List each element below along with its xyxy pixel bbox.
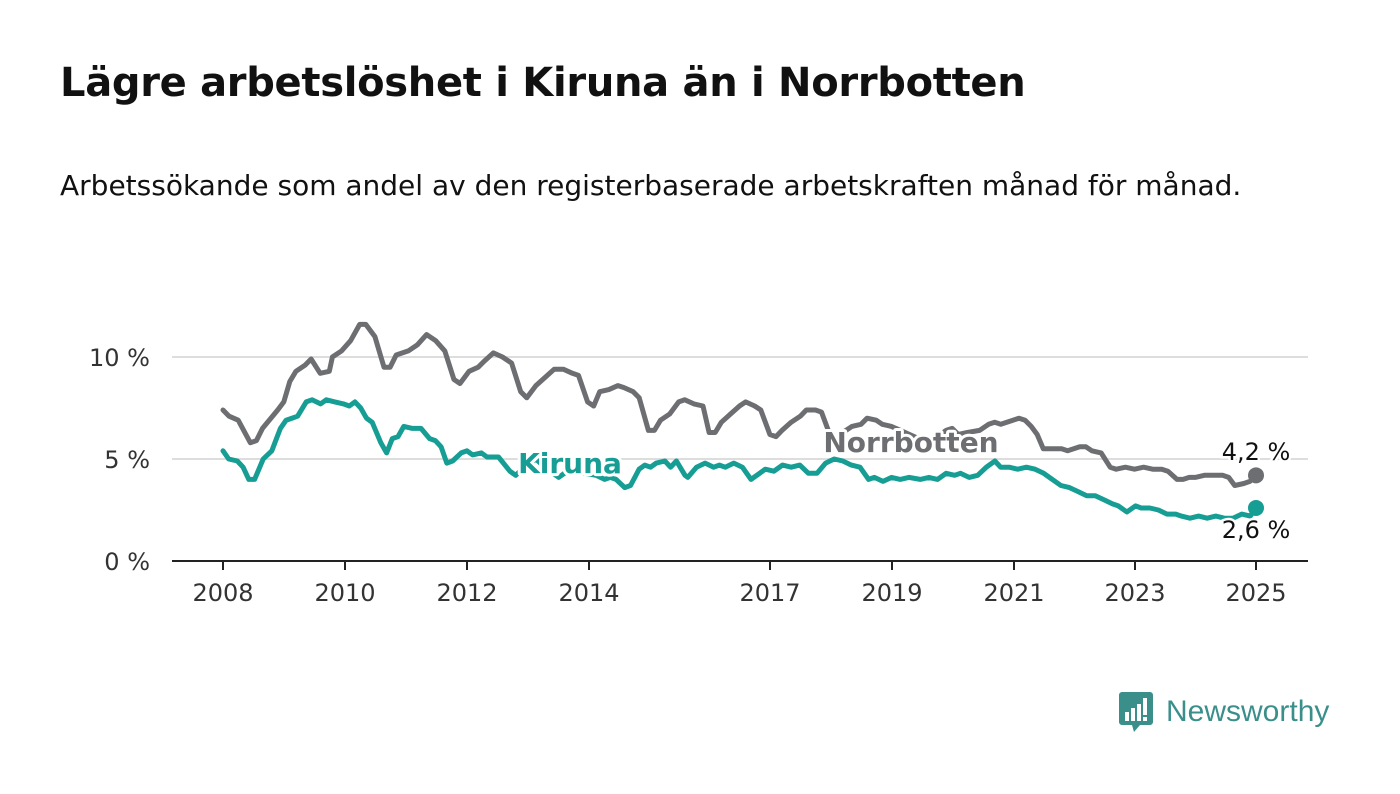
series-labels: Norrbotten Kiruna 4,2 % 2,6 %	[515, 423, 1293, 547]
x-tick-label: 2008	[192, 579, 253, 607]
series-lines	[220, 321, 1264, 521]
y-tick-label: 5 %	[104, 446, 150, 474]
chart-title: Lägre arbetslöshet i Kiruna än i Norrbot…	[60, 60, 1026, 106]
end-value-label: 2,6 %	[1222, 516, 1291, 544]
brand-logo[interactable]: Newsworthy	[1118, 690, 1329, 734]
y-tick-label: 10 %	[89, 344, 150, 372]
axes: 0 % 5 % 10 % 2008 2010 2012 2014 2017 2019 2021 20…	[89, 344, 1308, 607]
end-point-norrbotten	[1248, 467, 1264, 484]
x-tick-label: 2023	[1104, 579, 1165, 607]
series-name-label: Kiruna	[518, 447, 622, 480]
x-tick-label: 2019	[861, 579, 922, 607]
x-tick-label: 2021	[983, 579, 1044, 607]
end-value-label: 4,2 %	[1222, 438, 1291, 466]
series-line-norrbotten	[220, 321, 1259, 488]
gridlines	[172, 356, 1308, 460]
x-tick-label: 2010	[314, 579, 375, 607]
x-tick-label: 2017	[739, 579, 800, 607]
chart-subtitle: Arbetssökande som andel av den registerb…	[60, 169, 1242, 202]
newsworthy-logo-icon	[1119, 692, 1153, 732]
series-name-label: Norrbotten	[823, 426, 998, 459]
x-tick-label: 2012	[436, 579, 497, 607]
y-tick-label: 0 %	[104, 548, 150, 576]
x-tick-label: 2014	[558, 579, 619, 607]
series-line-kiruna	[220, 397, 1259, 521]
end-point-kiruna	[1248, 499, 1264, 516]
x-tick-label: 2025	[1225, 579, 1286, 607]
brand-name: Newsworthy	[1166, 695, 1330, 728]
